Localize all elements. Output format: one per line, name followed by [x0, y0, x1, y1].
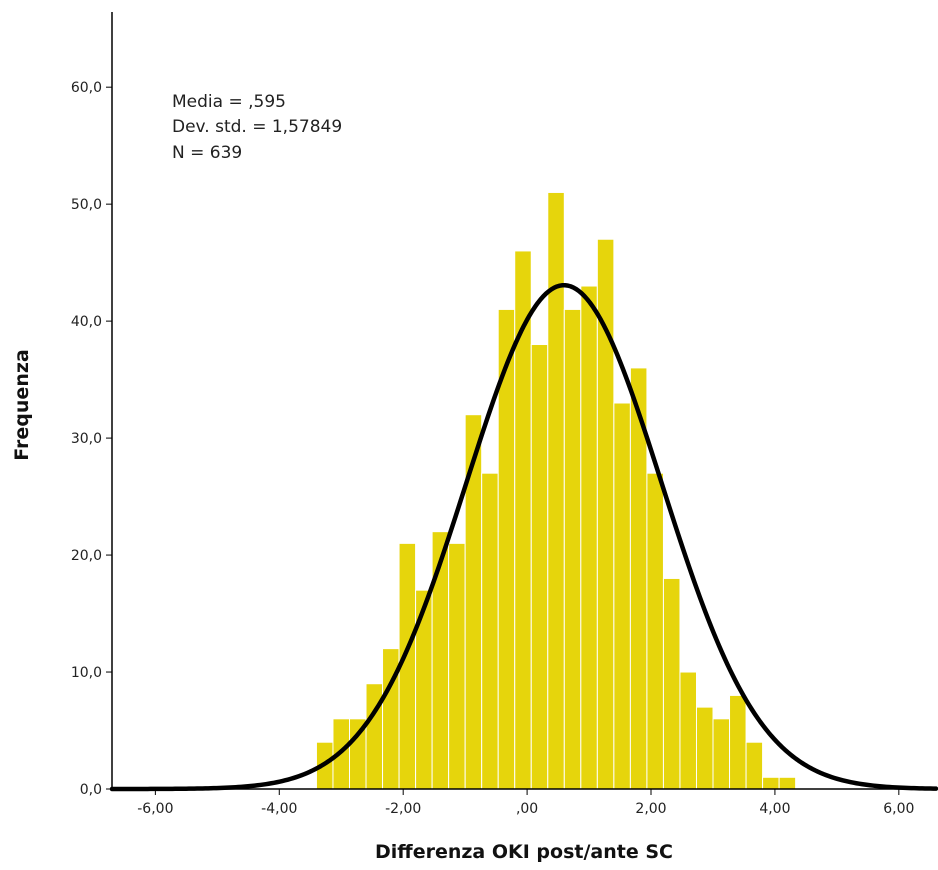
histogram-bar	[646, 472, 664, 790]
y-tick-label: 30,0	[71, 431, 102, 447]
x-tick-label: ,00	[516, 801, 538, 817]
x-tick-label: 4,00	[759, 801, 790, 817]
x-tick-label: -2,00	[385, 801, 421, 817]
histogram-bar	[729, 694, 747, 790]
histogram-bar	[662, 577, 681, 790]
histogram-bar	[762, 776, 780, 790]
y-tick-label: 20,0	[71, 548, 102, 564]
x-tick-label: -4,00	[261, 801, 297, 817]
histogram-bar	[679, 671, 697, 790]
histogram-bar	[712, 718, 731, 790]
histogram-bar	[431, 531, 450, 790]
x-axis-title: Differenza OKI post/ante SC	[375, 841, 673, 863]
y-axis-ticks: 0,0 10,0 20,0 30,0 40,0 50,0 60,0	[71, 80, 112, 798]
x-tick-label: 6,00	[883, 801, 914, 817]
histogram-bar	[481, 472, 499, 790]
x-axis-ticks: -6,00 -4,00 -2,00 ,00 2,00 4,00 6,00	[137, 789, 914, 817]
stats-std-dev: Dev. std. = 1,57849	[172, 117, 342, 137]
stats-mean: Media = ,595	[172, 92, 286, 112]
y-tick-label: 40,0	[71, 314, 102, 330]
normal-curve	[109, 282, 938, 792]
histogram-bar	[613, 402, 631, 790]
x-tick-label: 2,00	[635, 801, 666, 817]
y-tick-label: 60,0	[71, 80, 102, 96]
y-tick-label: 0,0	[80, 782, 102, 798]
histogram-bar	[547, 191, 565, 790]
histogram-bar	[580, 285, 598, 790]
histogram-bars	[315, 191, 797, 790]
histogram-bar	[563, 308, 582, 790]
histogram-bar	[695, 706, 714, 790]
x-tick-label: -6,00	[137, 801, 173, 817]
y-axis-title: Frequenza	[11, 349, 33, 460]
histogram-bar	[745, 741, 764, 790]
stats-n: N = 639	[172, 143, 242, 163]
y-tick-label: 50,0	[71, 197, 102, 213]
histogram-bar	[464, 414, 483, 790]
histogram-bar	[530, 344, 549, 790]
y-tick-label: 10,0	[71, 665, 102, 681]
stats-box: Media = ,595 Dev. std. = 1,57849 N = 639	[172, 92, 342, 163]
histogram-bar	[448, 542, 466, 790]
histogram-bar	[778, 776, 797, 790]
